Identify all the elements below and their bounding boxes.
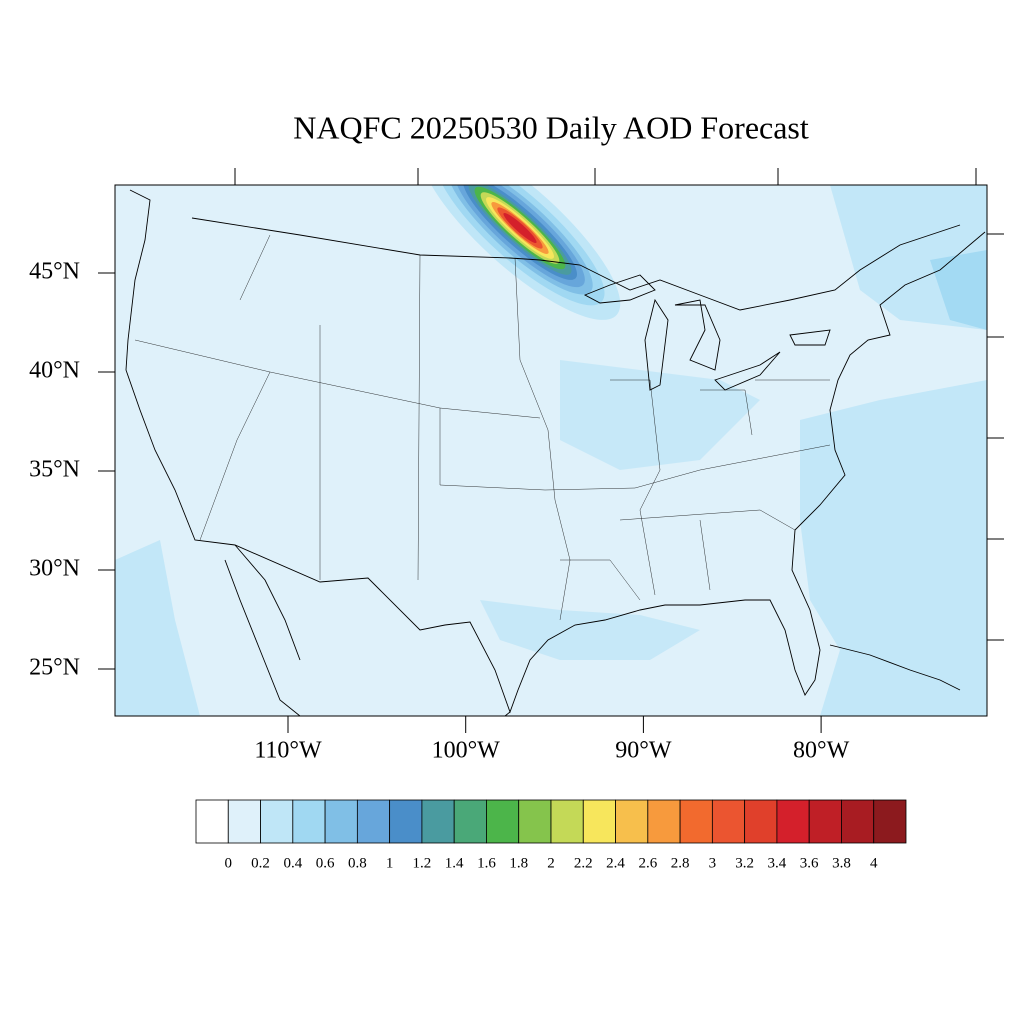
lon-label: 80°W	[793, 738, 850, 764]
lon-label: 90°W	[615, 738, 672, 764]
colorbar-box	[518, 799, 552, 844]
coastlines	[125, 189, 986, 716]
lat-label: 25°N	[29, 655, 80, 681]
colorbar-label: 2.6	[638, 855, 657, 871]
aod-region	[800, 380, 987, 716]
colorbar-box	[841, 799, 875, 844]
colorbar-label: 0	[225, 855, 233, 871]
aod-region	[930, 250, 987, 330]
colorbar-label: 3.4	[768, 855, 787, 871]
aod-region	[480, 600, 700, 660]
lon-label: 100°W	[432, 738, 501, 764]
colorbar-label: 0.4	[283, 855, 302, 871]
colorbar-box	[260, 799, 294, 844]
lon-label: 110°W	[254, 738, 322, 764]
colorbar: 0 0.2 0.4 0.6 0.8 1 1.2 1.4 1.6 1.8 2 2.2 2.4 2.6 2.8 3…	[195, 799, 907, 871]
colorbar-box	[453, 799, 487, 844]
aod-field	[115, 185, 987, 716]
lat-label: 30°N	[29, 556, 80, 582]
colorbar-label: 2	[547, 855, 555, 871]
colorbar-box	[227, 799, 261, 844]
canada-border	[191, 217, 961, 311]
us-outline	[125, 189, 986, 714]
colorbar-label: 3.6	[800, 855, 819, 871]
colorbar-box	[356, 799, 391, 844]
colorbar-label: 1.4	[445, 855, 464, 871]
state-borders	[134, 234, 831, 621]
colorbar-label: 0.6	[316, 855, 335, 871]
colorbar-label: 2.2	[574, 855, 593, 871]
great-lakes	[583, 274, 831, 391]
lat-label: 40°N	[29, 358, 80, 384]
title: NAQFC 20250530 Daily AOD Forecast	[293, 109, 809, 145]
colorbar-box	[711, 799, 746, 844]
colorbar-box	[550, 799, 584, 844]
colorbar-label: 1.6	[477, 855, 496, 871]
aod-region	[560, 360, 760, 470]
colorbar-box	[389, 799, 423, 844]
colorbar-box	[808, 799, 842, 844]
aod-plume	[503, 212, 537, 244]
cuba	[829, 644, 961, 691]
colorbar-label: 3.2	[735, 855, 754, 871]
colorbar-label: 0.8	[348, 855, 367, 871]
colorbar-label: 1.2	[413, 855, 432, 871]
colorbar-box	[195, 799, 229, 844]
colorbar-box	[421, 799, 455, 844]
colorbar-label: 1.8	[509, 855, 528, 871]
lat-label: 45°N	[29, 259, 80, 285]
colorbar-box	[679, 799, 713, 844]
lat-label: 35°N	[29, 457, 80, 483]
colorbar-box	[324, 799, 358, 844]
aod-region	[115, 540, 200, 716]
colorbar-label: 3.8	[832, 855, 851, 871]
colorbar-label: 1	[386, 855, 394, 871]
baja	[224, 559, 301, 716]
colorbar-box	[744, 799, 778, 844]
colorbar-box	[582, 799, 616, 844]
colorbar-label: 4	[870, 855, 878, 871]
colorbar-label: 0.2	[251, 855, 270, 871]
colorbar-box	[647, 799, 681, 844]
colorbar-label: 2.4	[606, 855, 625, 871]
colorbar-label: 2.8	[671, 855, 690, 871]
colorbar-box	[292, 799, 326, 844]
projection-ticks	[234, 168, 1004, 641]
colorbar-box	[615, 799, 649, 844]
colorbar-box	[776, 799, 810, 844]
mexico-coast	[234, 544, 511, 716]
axes: 45°N 40°N 35°N 30°N 25°N 110°W 100°W 90°W 80°W	[29, 259, 850, 764]
colorbar-box	[873, 799, 907, 844]
map-frame	[114, 184, 988, 717]
colorbar-label: 3	[709, 855, 717, 871]
colorbar-box	[486, 799, 520, 844]
map-area	[115, 185, 987, 716]
